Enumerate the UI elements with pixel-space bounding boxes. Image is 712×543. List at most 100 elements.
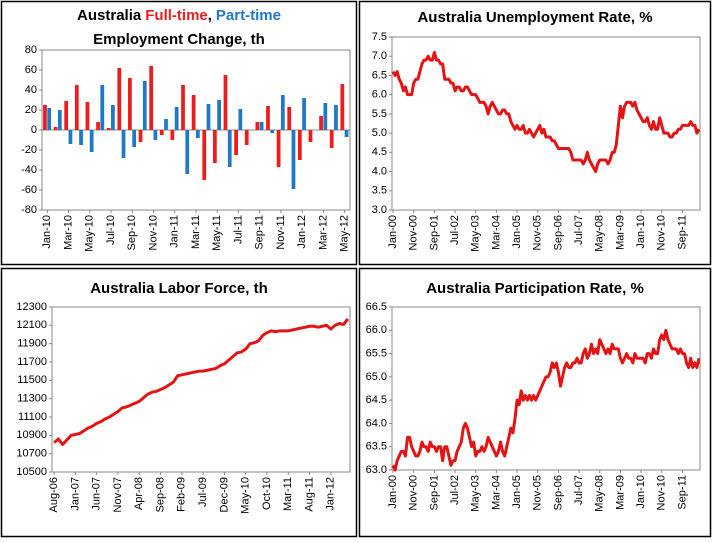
y-tick-label: -60 [21,184,37,196]
y-tick-label: 10900 [16,429,47,441]
y-tick-label: 7.5 [372,31,387,43]
x-tick-label: Jan-07 [69,477,81,511]
x-tick-label: Sep-01 [428,475,440,510]
x-tick-label: Mar-10 [62,215,74,250]
bar [276,130,281,167]
bar [323,103,328,130]
x-tick-label: Sep-08 [154,477,166,512]
chart-title: Employment Change, th [93,31,265,48]
bar [344,130,349,137]
panel [0,267,358,538]
x-tick-label: Oct-10 [261,477,273,510]
chart-title: Australia Full-time, Part-time [77,7,281,24]
bar [291,130,296,189]
y-tick-label: 64.0 [366,417,387,429]
y-tick-label: 3.5 [372,185,387,197]
x-tick-label: Mar-04 [490,215,502,250]
x-tick-label: Nov-05 [532,475,544,510]
bar [89,130,94,152]
x-tick-label: Jan-12 [325,477,337,511]
x-tick-label: Jan-11 [169,215,181,248]
x-tick-label: Sep-11 [254,215,266,250]
bar [266,106,270,130]
legend-entry: Full-time [145,7,208,24]
y-tick-label: 4.5 [372,146,387,158]
y-tick-label: 11700 [17,356,47,368]
y-tick-label: 20 [25,104,37,116]
x-tick-label: Jul-07 [573,475,585,505]
x-tick-label: May-03 [470,475,482,512]
y-tick-label: 5.0 [372,127,387,139]
x-tick-label: Jul-07 [573,215,585,245]
bar [43,105,47,130]
y-tick-label: 11300 [17,393,47,405]
y-tick-label: 5.5 [372,108,387,120]
x-tick-label: May-03 [470,215,482,252]
bar [128,78,132,130]
line [391,328,701,472]
y-tick-label: 63.5 [366,441,387,453]
x-tick-label: Jan-10 [635,475,647,509]
bar [117,68,122,130]
bar [85,102,90,130]
x-tick-label: Nov-10 [147,215,159,250]
x-tick-label: Aug-06 [48,477,60,512]
x-tick-label: Nov-11 [275,215,287,250]
bar [334,105,338,130]
bar [138,130,143,142]
x-tick-label: Jul-09 [197,477,209,507]
x-tick-label: May-10 [84,215,96,252]
x-tick-label: Nov-00 [408,475,420,510]
plot-frame [391,306,701,471]
x-tick-label: Sep-06 [552,475,564,510]
bar [142,81,147,130]
y-tick-label: 7.0 [372,50,387,62]
x-tick-label: Dec-09 [218,477,230,512]
y-tick-label: 65.5 [366,347,387,359]
bar [79,130,83,145]
bar [185,130,190,174]
x-tick-label: Sep-11 [676,475,688,510]
plot-frame [391,36,701,211]
bar [212,130,217,163]
y-tick-label: 40 [25,84,37,96]
bar [287,107,292,130]
bar [329,130,334,148]
panel [358,267,712,538]
bar [57,110,62,130]
x-tick-label: Jun-07 [91,477,103,511]
y-tick-label: 64.5 [366,394,387,406]
bar [47,108,52,130]
x-tick-label: Jul-10 [105,215,117,245]
x-tick-label: May-08 [594,215,606,252]
bar [74,85,79,130]
line [53,318,350,446]
x-tick-label: Mar-12 [317,215,329,250]
x-tick-label: May-10 [240,477,252,514]
y-tick-label: 11500 [17,374,47,386]
y-tick-label: -80 [21,204,37,216]
x-tick-label: Jan-10 [41,215,53,249]
bar [244,130,249,145]
x-tick-label: Jul-02 [449,215,461,245]
bar [53,127,58,130]
bar [259,122,264,130]
x-tick-label: Mar-09 [614,215,626,250]
bar [270,130,275,133]
bar [96,122,100,130]
y-tick-label: 6.0 [372,89,387,101]
x-tick-label: Jan-00 [387,215,399,249]
y-tick-label: 0 [31,124,37,136]
y-tick-label: 12300 [16,301,47,313]
bar [153,130,158,140]
bar [181,85,185,130]
bar [340,84,345,130]
bar [170,130,175,140]
x-tick-label: Nov-10 [656,475,668,510]
bar [227,130,232,167]
x-tick-label: Apr-08 [133,477,145,510]
chart-title: Australia Participation Rate, % [426,280,644,297]
x-tick-label: Mar-04 [490,475,502,510]
y-tick-label: 11900 [17,338,47,350]
x-tick-label: Jan-00 [387,475,399,509]
